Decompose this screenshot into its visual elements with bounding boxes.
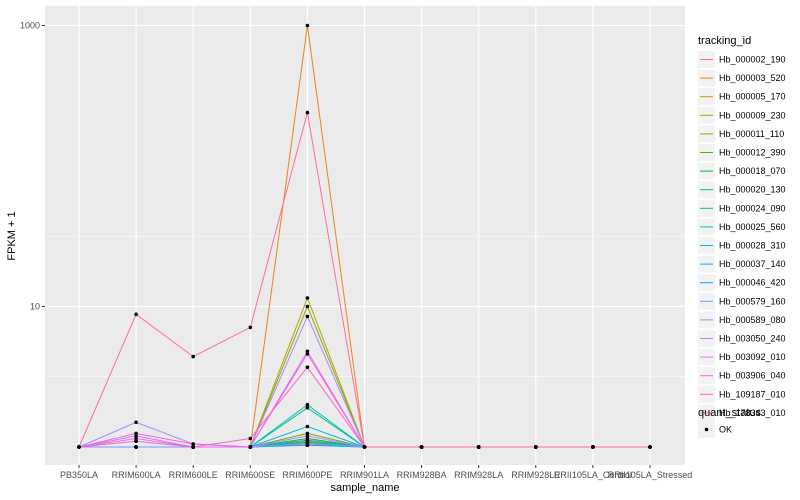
legend-label-Hb_000002_190: Hb_000002_190: [719, 55, 786, 65]
x-tick-label-1: RRIM600LA: [112, 470, 161, 480]
legend-label-Hb_000024_090: Hb_000024_090: [719, 203, 786, 213]
data-point-Hb_000589_080-4: [305, 314, 310, 319]
x-tick-label-9: RRII105LA_Control: [554, 470, 632, 480]
data-point-Hb_003050_240-1: [134, 436, 138, 441]
data-point-Hb_000003_520-4: [305, 23, 310, 28]
legend-label-Hb_000037_140: Hb_000037_140: [719, 259, 786, 269]
legend-label-Hb_000009_230: Hb_000009_230: [719, 110, 786, 120]
data-point-Hb_003092_010-1: [134, 434, 138, 438]
legend-label-Hb_000020_130: Hb_000020_130: [719, 185, 786, 195]
data-point-Hb_000012_390-4: [305, 431, 310, 436]
data-point-Hb_178343_010-5: [362, 445, 367, 449]
y-tick-label-0: 10: [30, 302, 40, 312]
data-point-Hb_003906_040-2: [191, 442, 195, 446]
data-point-Hb_178343_010-2: [191, 354, 195, 359]
data-point-Hb_000037_140-4: [305, 424, 310, 429]
legend-label-Hb_003906_040: Hb_003906_040: [719, 371, 786, 381]
x-tick-label-5: RRIM901LA: [340, 470, 389, 480]
data-point-Hb_178343_010-10: [648, 445, 652, 449]
legend-label-Hb_000003_520: Hb_000003_520: [719, 73, 786, 83]
data-point-Hb_000579_160-4: [305, 441, 310, 446]
data-points: [77, 23, 652, 449]
data-point-Hb_178343_010-3: [248, 325, 253, 330]
x-tick-label-8: RRIM928LE: [511, 470, 560, 480]
legend-label-Hb_000025_560: Hb_000025_560: [719, 222, 786, 232]
data-point-Hb_003092_010-4: [305, 349, 310, 354]
legend-label-Hb_000589_080: Hb_000589_080: [719, 315, 786, 325]
x-tick-label-4: RRIM600PE: [282, 470, 332, 480]
major-gridlines: [45, 6, 685, 465]
data-point-Hb_000025_560-4: [305, 402, 310, 407]
x-axis-title: sample_name: [330, 482, 399, 494]
legend-label-Hb_003092_010: Hb_003092_010: [719, 352, 786, 362]
data-point-Hb_109187_010-1: [134, 439, 138, 444]
x-tick-label-3: RRIM600SE: [225, 470, 275, 480]
quant-status-legend: quant_status OK: [698, 407, 761, 438]
x-tick-label-6: RRIM928BA: [397, 470, 447, 480]
x-tick-label-10: RRII105LA_Stressed: [608, 470, 693, 480]
legend-label-Hb_109187_010: Hb_109187_010: [719, 389, 786, 399]
data-point-Hb_178343_010-0: [77, 445, 81, 449]
legend-label-Hb_000046_420: Hb_000046_420: [719, 278, 786, 288]
data-point-Hb_000011_110-4: [305, 304, 310, 309]
legend-label-Hb_000579_160: Hb_000579_160: [719, 296, 786, 306]
x-tick-label-0: PB350LA: [60, 470, 98, 480]
y-axis: 10 1000: [20, 21, 45, 312]
data-point-Hb_000024_090-4: [305, 406, 310, 410]
legend: tracking_id Hb_000002_190 Hb_000003_520 Hb…: [698, 35, 786, 422]
data-point-Hb_178343_010-9: [591, 445, 595, 449]
data-point-Hb_003050_240-4: [305, 434, 310, 438]
x-tick-label-2: RRIM600LE: [169, 470, 218, 480]
data-point-Hb_003906_040-1: [134, 431, 138, 436]
data-point-Hb_003906_040-3: [248, 445, 253, 449]
data-point-Hb_109187_010-2: [191, 445, 195, 449]
data-point-Hb_178343_010-4: [305, 110, 310, 115]
data-point-Hb_178343_010-1: [134, 312, 138, 317]
data-point-Hb_000028_310-4: [305, 438, 310, 442]
y-tick-label-1: 1000: [20, 21, 40, 31]
y-axis-title: FPKM + 1: [6, 211, 18, 260]
legend-label-Hb_000005_170: Hb_000005_170: [719, 92, 786, 102]
quant-status-key-point-0: [704, 427, 709, 432]
legend-label-Hb_003050_240: Hb_003050_240: [719, 334, 786, 344]
data-point-Hb_000009_230-4: [305, 296, 310, 300]
quant-status-label-0: OK: [719, 425, 732, 435]
data-point-Hb_000579_160-1: [134, 445, 138, 449]
legend-title: tracking_id: [698, 35, 751, 47]
quant-status-legend-title: quant_status: [698, 407, 761, 419]
data-point-Hb_109187_010-3: [248, 436, 253, 441]
legend-label-Hb_000011_110: Hb_000011_110: [719, 129, 784, 139]
data-point-Hb_003906_040-4: [305, 352, 310, 356]
legend-label-Hb_000012_390: Hb_000012_390: [719, 148, 786, 158]
data-point-Hb_109187_010-4: [305, 365, 310, 370]
data-point-Hb_178343_010-7: [476, 445, 481, 449]
legend-label-Hb_000018_070: Hb_000018_070: [719, 166, 786, 176]
data-point-Hb_000589_080-1: [134, 420, 138, 425]
x-tick-label-7: RRIM928LA: [454, 470, 503, 480]
legend-label-Hb_178343_010: Hb_178343_010: [719, 408, 786, 418]
x-axis: PB350LA RRIM600LA RRIM600LE RRIM600SE RRIM60…: [60, 465, 692, 480]
data-point-Hb_178343_010-6: [419, 445, 424, 449]
legend-label-Hb_000028_310: Hb_000028_310: [719, 241, 786, 251]
data-point-Hb_178343_010-8: [534, 445, 538, 449]
